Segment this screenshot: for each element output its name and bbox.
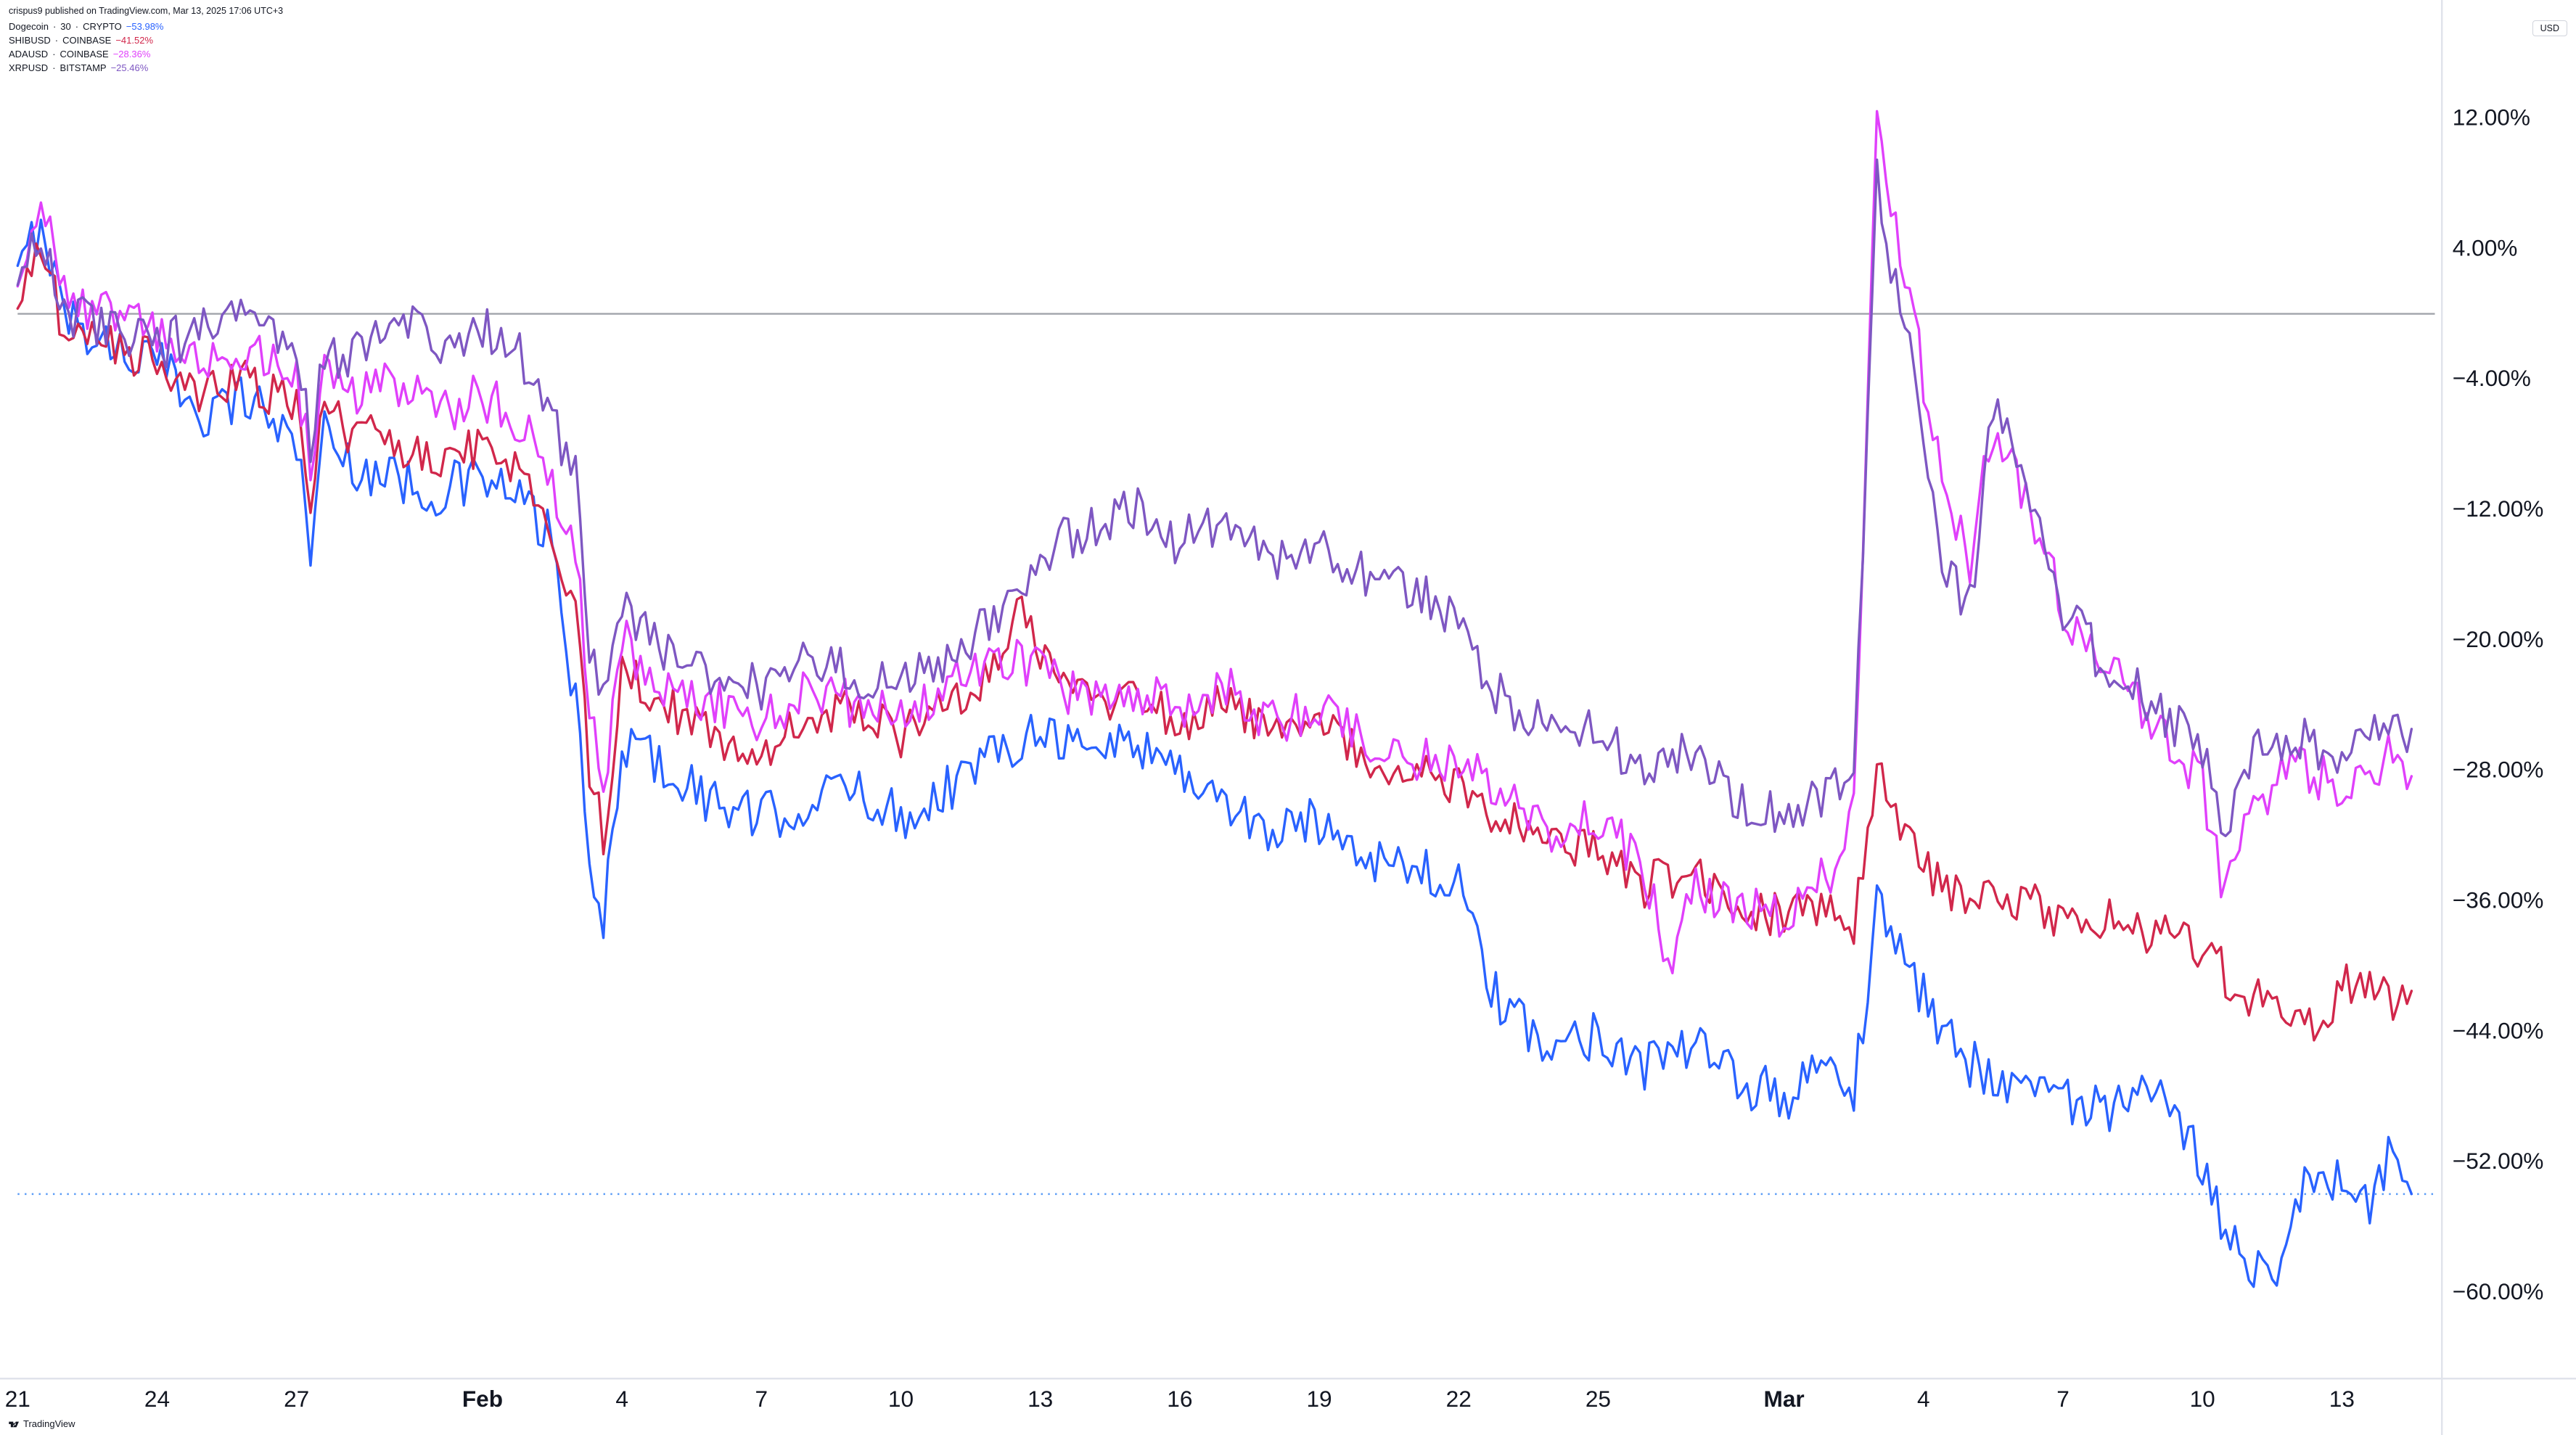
svg-text:4.00%: 4.00% <box>2453 234 2518 260</box>
currency-badge[interactable]: USD <box>2532 20 2567 36</box>
svg-text:−60.00%: −60.00% <box>2453 1278 2544 1304</box>
svg-text:−36.00%: −36.00% <box>2453 887 2544 913</box>
svg-text:−28.00%: −28.00% <box>2453 757 2544 783</box>
svg-text:10: 10 <box>888 1386 914 1412</box>
svg-text:16: 16 <box>1167 1386 1192 1412</box>
legend-series-name: XRPUSD <box>9 62 48 75</box>
svg-text:12.00%: 12.00% <box>2453 104 2530 131</box>
svg-text:Mar: Mar <box>1764 1386 1805 1412</box>
legend-row: Dogecoin · 30 · CRYPTO −53.98% <box>9 20 163 34</box>
svg-text:4: 4 <box>615 1386 628 1412</box>
legend-series-name: SHIBUSD <box>9 34 51 48</box>
svg-text:Feb: Feb <box>462 1386 503 1412</box>
chart-legend: Dogecoin · 30 · CRYPTO −53.98% SHIBUSD ·… <box>9 20 163 75</box>
legend-value: −25.46% <box>111 62 149 75</box>
legend-row: ADAUSD · COINBASE −28.36% <box>9 48 163 62</box>
svg-text:21: 21 <box>5 1386 30 1412</box>
svg-text:10: 10 <box>2190 1386 2215 1412</box>
svg-text:−52.00%: −52.00% <box>2453 1148 2544 1174</box>
price-chart[interactable]: 12.00% 4.00% −4.00% −12.00% −20.00% −28.00% −3… <box>0 0 2576 1435</box>
legend-value: −41.52% <box>115 34 153 48</box>
svg-text:4: 4 <box>1917 1386 1930 1412</box>
svg-text:13: 13 <box>2329 1386 2355 1412</box>
legend-exchange: COINBASE <box>60 48 109 62</box>
svg-text:22: 22 <box>1446 1386 1472 1412</box>
svg-text:7: 7 <box>755 1386 768 1412</box>
attribution-text: crispus9 published on TradingView.com, M… <box>9 6 283 16</box>
chart-container: crispus9 published on TradingView.com, M… <box>0 0 2576 1435</box>
tradingview-logo: TradingView <box>9 1418 75 1429</box>
svg-text:24: 24 <box>144 1386 170 1412</box>
svg-text:−12.00%: −12.00% <box>2453 496 2544 522</box>
svg-text:7: 7 <box>2056 1386 2070 1412</box>
legend-exchange: BITSTAMP <box>60 62 107 75</box>
legend-separator: · <box>52 62 55 75</box>
svg-text:19: 19 <box>1306 1386 1332 1412</box>
legend-separator: · <box>52 48 55 62</box>
svg-text:−4.00%: −4.00% <box>2453 365 2531 391</box>
legend-exchange: CRYPTO <box>83 20 122 34</box>
tradingview-icon <box>9 1420 20 1428</box>
legend-separator: · <box>75 20 78 34</box>
legend-value: −28.36% <box>113 48 151 62</box>
legend-value: −53.98% <box>126 20 164 34</box>
legend-interval: 30 <box>60 20 70 34</box>
svg-text:13: 13 <box>1027 1386 1053 1412</box>
legend-series-name: ADAUSD <box>9 48 48 62</box>
legend-row: SHIBUSD · COINBASE −41.52% <box>9 34 163 48</box>
legend-separator: · <box>55 34 58 48</box>
legend-series-name: Dogecoin <box>9 20 49 34</box>
tradingview-label: TradingView <box>23 1418 75 1429</box>
legend-separator: · <box>53 20 56 34</box>
svg-text:−20.00%: −20.00% <box>2453 626 2544 652</box>
svg-text:27: 27 <box>284 1386 309 1412</box>
svg-text:25: 25 <box>1586 1386 1611 1412</box>
legend-row: XRPUSD · BITSTAMP −25.46% <box>9 62 163 75</box>
legend-exchange: COINBASE <box>62 34 111 48</box>
svg-text:−44.00%: −44.00% <box>2453 1017 2544 1043</box>
